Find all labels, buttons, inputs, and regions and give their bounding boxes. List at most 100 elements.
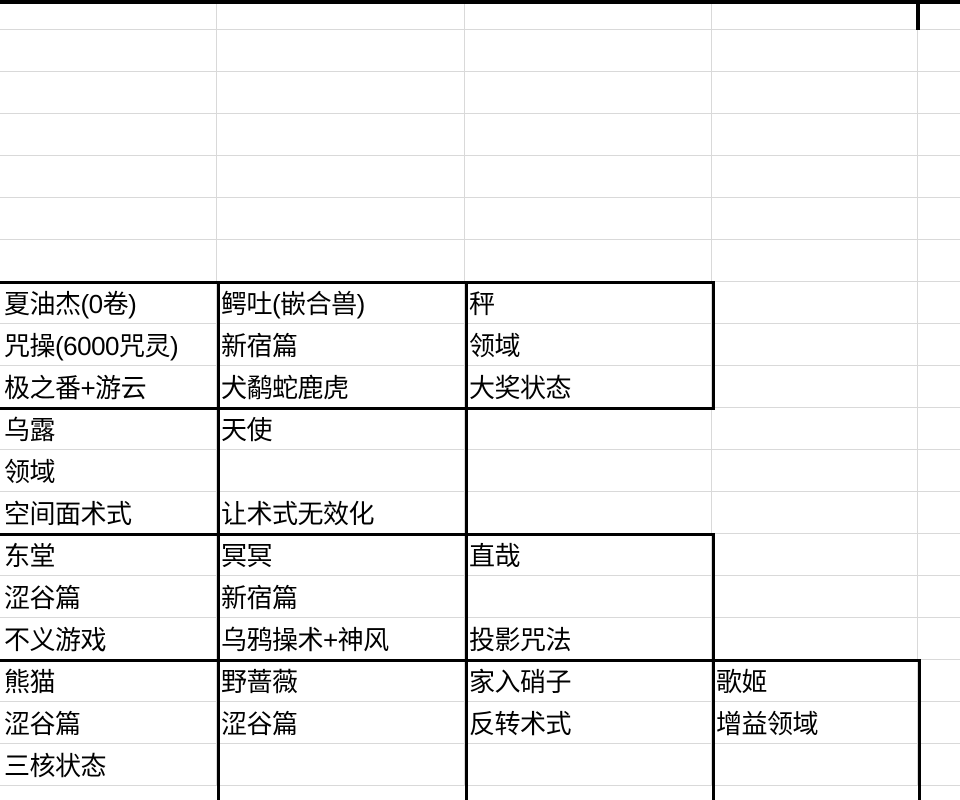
cell[interactable]: 野蔷薇 [217, 660, 465, 702]
cell[interactable] [0, 114, 217, 156]
cell[interactable] [918, 72, 960, 114]
cell[interactable] [217, 0, 465, 30]
cell[interactable]: 领域 [0, 450, 217, 492]
cell[interactable] [918, 408, 960, 450]
cell[interactable]: 新宿篇 [217, 324, 465, 366]
cell[interactable]: 涩谷篇 [217, 702, 465, 744]
cell[interactable] [465, 72, 712, 114]
cell[interactable] [465, 0, 712, 30]
cell[interactable] [465, 744, 712, 786]
thick-border [0, 659, 918, 662]
cell[interactable]: 投影咒法 [465, 618, 712, 660]
cell[interactable]: 东堂 [0, 534, 217, 576]
cell[interactable] [918, 576, 960, 618]
cell[interactable] [918, 744, 960, 786]
cell[interactable] [712, 72, 918, 114]
cell[interactable] [217, 744, 465, 786]
cell[interactable] [712, 282, 918, 324]
cell[interactable] [712, 198, 918, 240]
cell[interactable]: 夏油杰(0卷) [0, 282, 217, 324]
cell[interactable]: 歌姬 [712, 660, 918, 702]
cell[interactable] [712, 0, 918, 30]
cell[interactable]: 鳄吐(嵌合兽) [217, 282, 465, 324]
cell[interactable] [918, 618, 960, 660]
cell[interactable] [918, 282, 960, 324]
cell[interactable]: 让术式无效化 [217, 492, 465, 534]
cell[interactable]: 乌鸦操术+神风 [217, 618, 465, 660]
cell[interactable]: 天使 [217, 408, 465, 450]
cell[interactable] [465, 30, 712, 72]
cell[interactable] [712, 618, 918, 660]
cell[interactable]: 熊猫 [0, 660, 217, 702]
cell[interactable] [465, 450, 712, 492]
cell[interactable]: 三核状态 [0, 744, 217, 786]
cell[interactable] [217, 72, 465, 114]
cell[interactable] [465, 114, 712, 156]
cell[interactable]: 不义游戏 [0, 618, 217, 660]
cell[interactable] [712, 324, 918, 366]
cell[interactable]: 家入硝子 [465, 660, 712, 702]
cell[interactable] [918, 660, 960, 702]
cell[interactable]: 反转术式 [465, 702, 712, 744]
cell[interactable]: 极之番+游云 [0, 366, 217, 408]
cell[interactable] [465, 198, 712, 240]
cell[interactable]: 冥冥 [217, 534, 465, 576]
cell[interactable]: 增益领域 [712, 702, 918, 744]
cell[interactable]: 涩谷篇 [0, 702, 217, 744]
cell[interactable] [0, 0, 217, 30]
cell[interactable]: 涩谷篇 [0, 576, 217, 618]
cell[interactable] [918, 492, 960, 534]
cell[interactable] [918, 156, 960, 198]
cell[interactable] [918, 324, 960, 366]
cell[interactable] [712, 114, 918, 156]
cell[interactable] [918, 114, 960, 156]
cell[interactable] [712, 240, 918, 282]
cell[interactable] [217, 240, 465, 282]
cell[interactable]: 领域 [465, 324, 712, 366]
cell[interactable] [712, 492, 918, 534]
cell[interactable] [0, 72, 217, 114]
cell[interactable] [918, 0, 960, 30]
cell[interactable]: 新宿篇 [217, 576, 465, 618]
cell[interactable]: 咒操(6000咒灵) [0, 324, 217, 366]
cell[interactable]: 直哉 [465, 534, 712, 576]
cell[interactable] [712, 576, 918, 618]
cell[interactable] [465, 576, 712, 618]
cell[interactable] [465, 492, 712, 534]
cell[interactable] [712, 534, 918, 576]
cell[interactable] [712, 408, 918, 450]
cell[interactable]: 乌露 [0, 408, 217, 450]
cell[interactable] [217, 156, 465, 198]
cell[interactable]: 犬鹬蛇鹿虎 [217, 366, 465, 408]
table-row: 空间面术式 让术式无效化 [0, 492, 960, 534]
cell[interactable] [918, 30, 960, 72]
cell[interactable] [465, 156, 712, 198]
cell[interactable] [712, 450, 918, 492]
cell[interactable] [217, 450, 465, 492]
cell[interactable]: 秤 [465, 282, 712, 324]
cell[interactable] [712, 30, 918, 72]
cell[interactable] [465, 408, 712, 450]
cell[interactable] [465, 240, 712, 282]
cell[interactable]: 大奖状态 [465, 366, 712, 408]
cell[interactable] [918, 366, 960, 408]
cell[interactable] [712, 156, 918, 198]
cell[interactable] [918, 198, 960, 240]
cell[interactable] [217, 30, 465, 72]
thick-border [712, 281, 715, 410]
thick-border [465, 533, 468, 662]
cell[interactable] [712, 366, 918, 408]
cell[interactable] [0, 240, 217, 282]
cell[interactable] [918, 450, 960, 492]
cell[interactable] [918, 534, 960, 576]
cell[interactable] [0, 156, 217, 198]
cell[interactable] [217, 198, 465, 240]
cell[interactable] [918, 240, 960, 282]
thick-border [217, 533, 220, 662]
cell[interactable]: 空间面术式 [0, 492, 217, 534]
cell[interactable] [217, 114, 465, 156]
cell[interactable] [0, 30, 217, 72]
cell[interactable] [918, 702, 960, 744]
cell[interactable] [712, 744, 918, 786]
cell[interactable] [0, 198, 217, 240]
